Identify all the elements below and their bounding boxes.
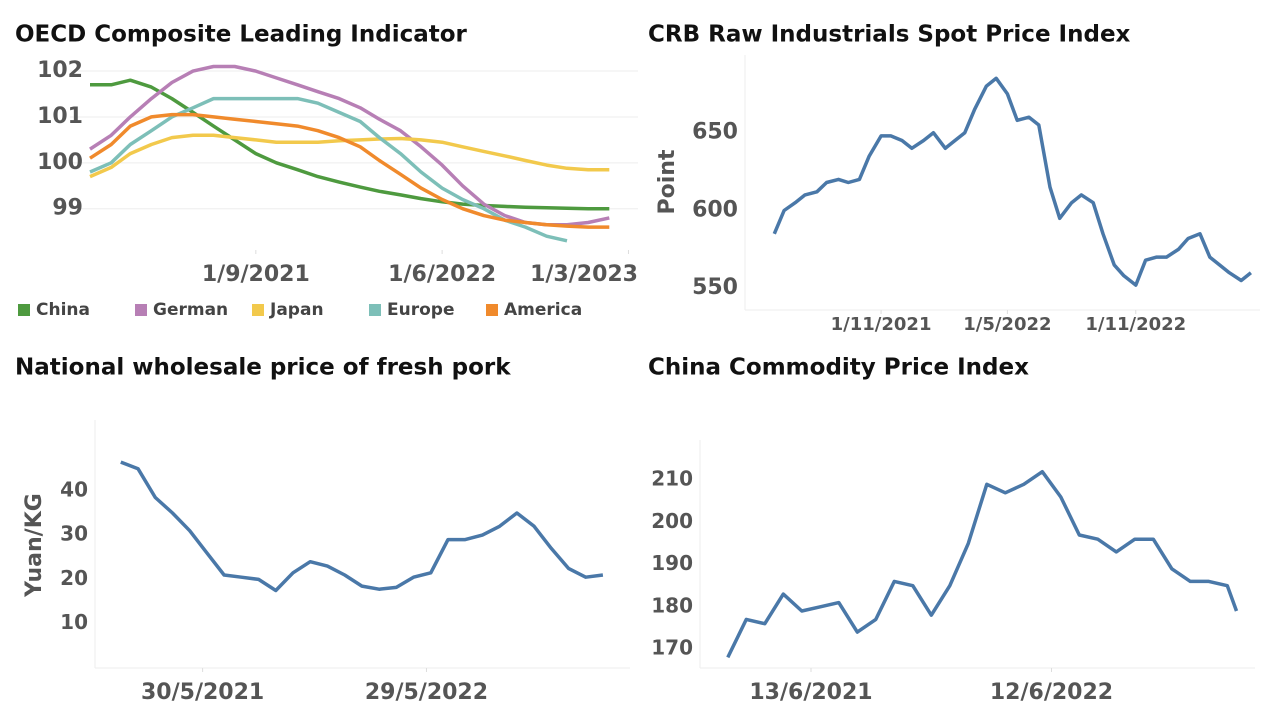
y-tick-label: 102 xyxy=(37,58,83,83)
legend-swatch xyxy=(369,304,381,316)
line xyxy=(89,64,610,227)
line xyxy=(90,78,610,211)
legend-swatch xyxy=(135,304,147,316)
legend-label: Europe xyxy=(387,300,454,320)
x-tick-label: 12/6/2022 xyxy=(990,680,1113,705)
y-tick-label: 210 xyxy=(651,467,693,491)
y-tick-label: 100 xyxy=(37,150,83,175)
x-tick-label: 29/5/2022 xyxy=(365,680,488,705)
legend-label: America xyxy=(504,300,582,320)
y-tick-label: 101 xyxy=(37,104,83,129)
y-tick-label: 20 xyxy=(60,566,88,590)
y-tick-label: 600 xyxy=(692,197,738,222)
y-tick-label: 200 xyxy=(651,509,693,533)
x-tick-label: 1/9/2021 xyxy=(202,262,310,287)
x-tick-label: 1/5/2022 xyxy=(963,314,1051,335)
y-tick-label: 180 xyxy=(651,593,693,617)
legend-label: Japan xyxy=(269,300,324,320)
y-tick-label: 550 xyxy=(692,275,738,300)
y-axis-label: Point xyxy=(655,149,680,214)
y-tick-label: 40 xyxy=(60,477,88,501)
legend-swatch xyxy=(486,304,498,316)
chart-title: China Commodity Price Index xyxy=(648,355,1029,381)
legend-swatch xyxy=(252,304,264,316)
chart-title: National wholesale price of fresh pork xyxy=(15,355,511,381)
line xyxy=(120,460,604,593)
y-tick-label: 30 xyxy=(60,522,88,546)
legend-label: China xyxy=(36,300,90,320)
legend-label: German xyxy=(153,300,228,320)
y-tick-label: 190 xyxy=(651,551,693,575)
line xyxy=(89,112,610,229)
line xyxy=(726,469,1239,659)
legend-swatch xyxy=(18,304,30,316)
x-tick-label: 1/3/2023 xyxy=(530,262,638,287)
x-tick-label: 13/6/2021 xyxy=(749,680,872,705)
y-axis-label: Yuan/KG xyxy=(22,493,47,598)
y-tick-label: 99 xyxy=(52,196,83,221)
x-tick-label: 30/5/2021 xyxy=(141,680,264,705)
x-tick-label: 1/6/2022 xyxy=(388,262,496,287)
chart-title: OECD Composite Leading Indicator xyxy=(15,22,468,48)
x-tick-label: 1/11/2022 xyxy=(1085,314,1186,335)
chart-title: CRB Raw Industrials Spot Price Index xyxy=(648,22,1131,48)
x-tick-label: 1/11/2021 xyxy=(831,314,932,335)
y-tick-label: 10 xyxy=(60,610,88,634)
line xyxy=(772,76,1252,287)
y-tick-label: 170 xyxy=(651,636,693,660)
line xyxy=(89,96,568,243)
y-tick-label: 650 xyxy=(692,120,738,145)
